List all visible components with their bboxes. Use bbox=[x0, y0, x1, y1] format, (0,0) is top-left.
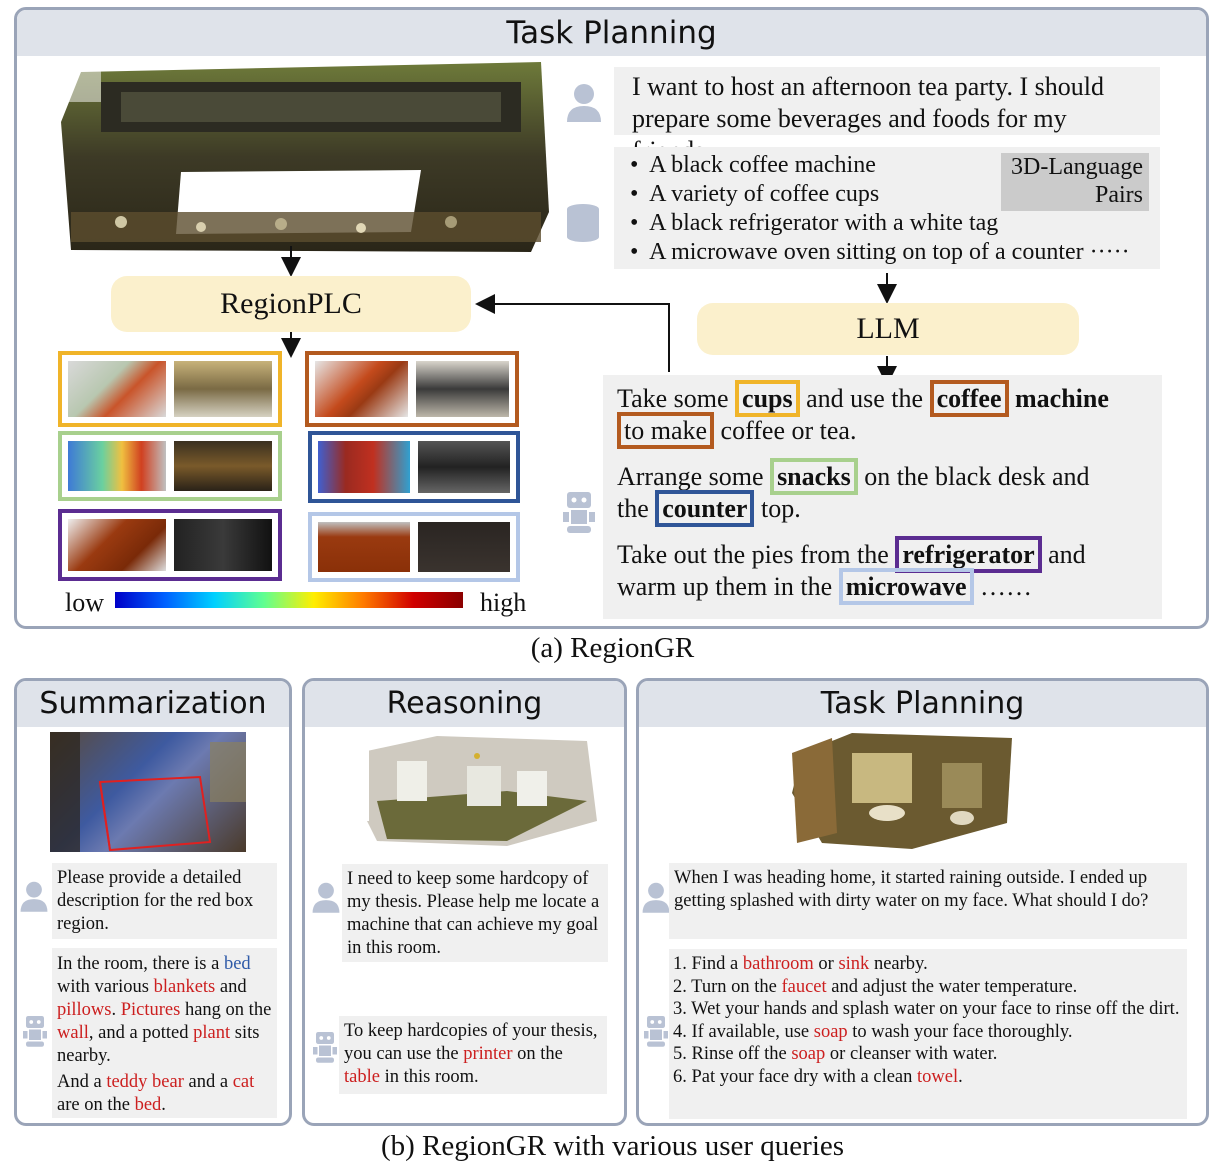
database-icon bbox=[565, 203, 601, 248]
word-pictures: Pictures bbox=[120, 1000, 181, 1020]
user-icon bbox=[19, 880, 49, 917]
top-panel-title: Task Planning bbox=[17, 10, 1206, 56]
planning-step-6: 6. Pat your face dry with a clean towel. bbox=[673, 1066, 963, 1087]
highlight-refrigerator: refrigerator bbox=[895, 536, 1042, 573]
regionplc-label: RegionPLC bbox=[111, 276, 471, 332]
response-box: Take some cups and use the coffee machin… bbox=[603, 375, 1162, 619]
pair-item: • A variety of coffee cups bbox=[630, 181, 880, 207]
reasoning-title: Reasoning bbox=[305, 681, 624, 727]
highlight-coffee: coffee bbox=[929, 380, 1009, 417]
summarization-answer-p2: And a teddy bear and a cat are on the be… bbox=[57, 1072, 255, 1115]
region-pair-microwave bbox=[308, 512, 520, 582]
word-towel: towel bbox=[917, 1066, 959, 1087]
summarization-answer-box: In the room, there is a bed with various… bbox=[52, 948, 277, 1118]
summarization-query-text: Please provide a detailed description fo… bbox=[57, 868, 254, 934]
region-pair-counter bbox=[308, 431, 520, 503]
summarization-query-box: Please provide a detailed description fo… bbox=[52, 863, 277, 939]
robot-icon bbox=[642, 1013, 670, 1054]
word-plant: plant bbox=[193, 1023, 231, 1043]
robot-icon bbox=[21, 1013, 49, 1054]
planning-step-5: 5. Rinse off the soap or cleanser with w… bbox=[673, 1044, 998, 1064]
word-teddy-bear: teddy bear bbox=[106, 1072, 184, 1092]
region-pair-coffee bbox=[305, 351, 519, 427]
user-icon bbox=[565, 82, 603, 127]
planning-step-1: 1. Find a bathroom or sink nearby. bbox=[673, 954, 928, 974]
region-pair-cups bbox=[58, 351, 282, 427]
reasoning-answer-box: To keep hardcopies of your thesis, you c… bbox=[339, 1016, 607, 1094]
response-paragraph-2: Arrange some snacks on the black desk an… bbox=[617, 458, 1148, 527]
pair-item: • A microwave oven sitting on top of a c… bbox=[630, 239, 1130, 265]
region-pair-snacks bbox=[58, 431, 282, 501]
user-icon bbox=[311, 881, 341, 918]
planning-title: Task Planning bbox=[639, 681, 1206, 727]
caption-b: (b) RegionGR with various user queries bbox=[380, 1130, 845, 1162]
scene-point-cloud bbox=[61, 62, 551, 252]
pairs-box: • A black coffee machine • A variety of … bbox=[614, 147, 1160, 269]
highlight-counter: counter bbox=[655, 490, 755, 527]
highlight-cups: cups bbox=[735, 380, 800, 417]
user-query-text: I want to host an afternoon tea party. I… bbox=[632, 72, 1104, 165]
top-panel: Task Planning bbox=[14, 7, 1209, 629]
highlight-microwave: microwave bbox=[838, 568, 974, 605]
word-printer: printer bbox=[463, 1044, 513, 1064]
word-soap: soap bbox=[791, 1044, 826, 1064]
robot-icon bbox=[311, 1029, 339, 1070]
word-faucet: faucet bbox=[781, 976, 827, 997]
word-soap: soap bbox=[813, 1021, 848, 1042]
word-cat: cat bbox=[232, 1072, 255, 1092]
planning-step-3: 3. Wet your hands and splash water on yo… bbox=[673, 999, 1180, 1019]
scene-bathroom-image bbox=[792, 733, 1014, 849]
planning-query-text: When I was heading home, it started rain… bbox=[674, 868, 1149, 911]
word-bed: bed bbox=[223, 954, 251, 974]
word-blankets: blankets bbox=[153, 977, 216, 997]
user-icon bbox=[641, 881, 671, 918]
robot-icon bbox=[561, 488, 597, 541]
word-sink: sink bbox=[838, 954, 870, 974]
reasoning-query-text: I need to keep some hardcopy of my thesi… bbox=[347, 869, 600, 958]
word-bed: bed bbox=[134, 1095, 162, 1115]
planning-step-4: 4. If available, use soap to wash your f… bbox=[673, 1021, 1073, 1042]
word-pillows: pillows bbox=[57, 1000, 112, 1020]
scene-bedroom-image bbox=[50, 732, 246, 852]
planning-answer-box: 1. Find a bathroom or sink nearby. 2. Tu… bbox=[669, 949, 1187, 1119]
scene-office-image bbox=[357, 731, 599, 849]
word-table: table bbox=[344, 1067, 380, 1087]
highlight-to-make: to make bbox=[617, 412, 715, 449]
planning-query-box: When I was heading home, it started rain… bbox=[669, 863, 1187, 939]
reasoning-panel: Reasoning I need to keep some hardcopy o… bbox=[302, 678, 627, 1126]
summarization-title: Summarization bbox=[17, 681, 289, 727]
summarization-panel: Summarization Please provide a detailed … bbox=[14, 678, 292, 1126]
user-query-box: I want to host an afternoon tea party. I… bbox=[614, 67, 1160, 165]
llm-label: LLM bbox=[697, 303, 1079, 355]
legend-low-label: low bbox=[65, 588, 104, 617]
heat-colorbar bbox=[115, 592, 463, 608]
pairs-list: • A black coffee machine • A variety of … bbox=[630, 151, 1130, 267]
word-wall: wall bbox=[57, 1023, 89, 1043]
pair-item: • A black refrigerator with a white tag bbox=[630, 210, 999, 236]
summarization-answer-p1: In the room, there is a bed with various… bbox=[57, 954, 272, 1066]
highlight-snacks: snacks bbox=[770, 458, 858, 495]
caption-a: (a) RegionGR bbox=[530, 632, 695, 664]
pair-item: • A black coffee machine bbox=[630, 152, 876, 178]
pairs-label: 3D-Language Pairs bbox=[1001, 153, 1149, 211]
planning-step-2: 2. Turn on the faucet and adjust the wat… bbox=[673, 976, 1078, 997]
response-paragraph-1: Take some cups and use the coffee machin… bbox=[617, 380, 1148, 449]
region-pair-fridge bbox=[58, 509, 282, 581]
word-bathroom: bathroom bbox=[742, 954, 814, 974]
legend-high-label: high bbox=[480, 588, 527, 617]
planning-panel: Task Planning When I was heading home, i… bbox=[636, 678, 1209, 1126]
response-paragraph-3: Take out the pies from the refrigerator … bbox=[617, 536, 1148, 605]
reasoning-query-box: I need to keep some hardcopy of my thesi… bbox=[342, 864, 608, 962]
